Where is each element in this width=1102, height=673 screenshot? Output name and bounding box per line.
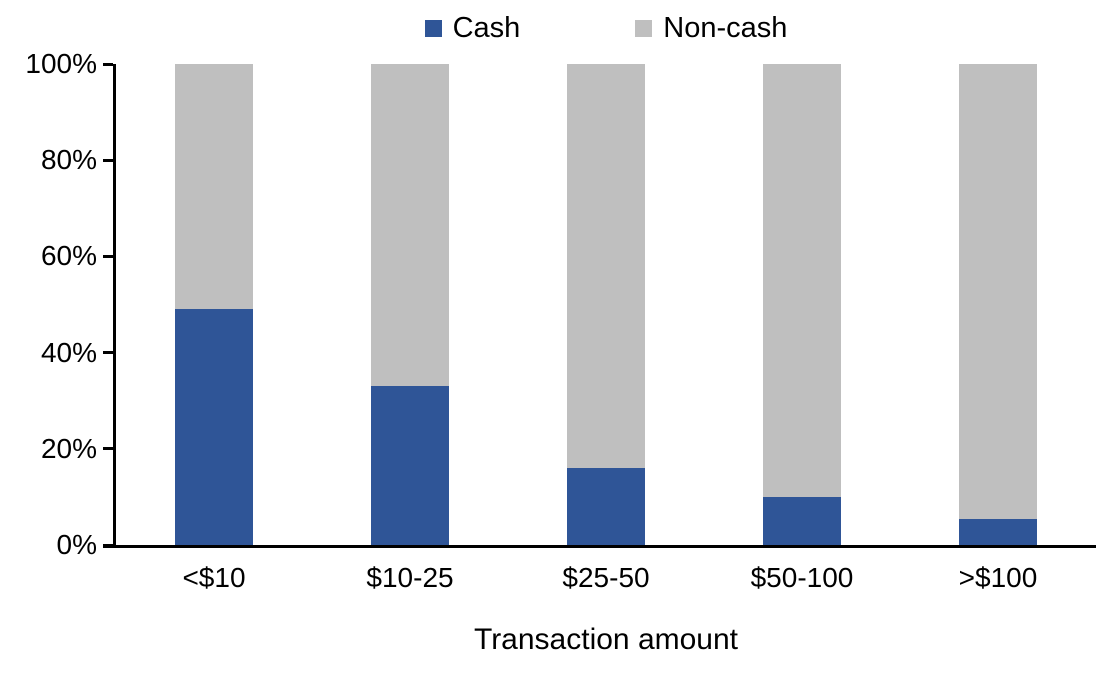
x-axis-label-25-50: $25-50: [562, 562, 650, 593]
y-axis-tick: [103, 351, 113, 355]
legend-swatch-non-cash: [635, 19, 653, 37]
y-axis-tick-label: 60%: [40, 240, 97, 272]
legend-swatch-cash: [424, 19, 442, 37]
bar-25-50: [508, 64, 704, 545]
x-axis-title: Transaction amount: [473, 623, 739, 656]
y-axis-tick-label: 0%: [56, 529, 97, 560]
x-axis-line: [103, 545, 1096, 548]
y-axis-tick: [103, 158, 113, 162]
bar-segment-cash: [763, 496, 841, 545]
y-axis-line: [113, 64, 116, 548]
bar-segment-non-cash: [371, 64, 449, 387]
y-axis-tick: [103, 447, 113, 451]
bar-segment-non-cash: [959, 64, 1037, 519]
bar-segment-non-cash: [763, 64, 841, 497]
legend-label: Non-cash: [663, 11, 788, 44]
legend: Cash Non-cash: [116, 6, 1096, 50]
x-axis-label-10: <$10: [182, 562, 246, 593]
legend-label: Cash: [452, 11, 521, 44]
x-axis-label-100: >$100: [958, 562, 1038, 593]
y-axis-tick-label: 40%: [40, 336, 97, 368]
y-axis-tick: [103, 62, 113, 66]
plot-area: [116, 64, 1096, 545]
bar-segment-non-cash: [567, 64, 645, 469]
bar-10-25: [312, 64, 508, 545]
bar-10: [116, 64, 312, 545]
y-axis-tick-label: 100%: [25, 48, 97, 79]
y-axis-tick-label: 80%: [40, 144, 97, 176]
bar-segment-cash: [175, 309, 253, 545]
bar-100: [900, 64, 1096, 545]
bar-segment-cash: [567, 468, 645, 545]
bar-segment-non-cash: [175, 64, 253, 310]
y-axis-tick: [103, 254, 113, 258]
x-axis-label-50-100: $50-100: [750, 562, 854, 593]
legend-item-non-cash: Non-cash: [635, 11, 788, 44]
bar-50-100: [704, 64, 900, 545]
bar-segment-cash: [371, 386, 449, 545]
bar-segment-cash: [959, 518, 1037, 545]
legend-item-cash: Cash: [424, 11, 521, 44]
x-axis-label-10-25: $10-25: [366, 562, 454, 593]
y-axis-tick: [103, 543, 113, 547]
y-axis-tick-label: 20%: [40, 432, 97, 464]
